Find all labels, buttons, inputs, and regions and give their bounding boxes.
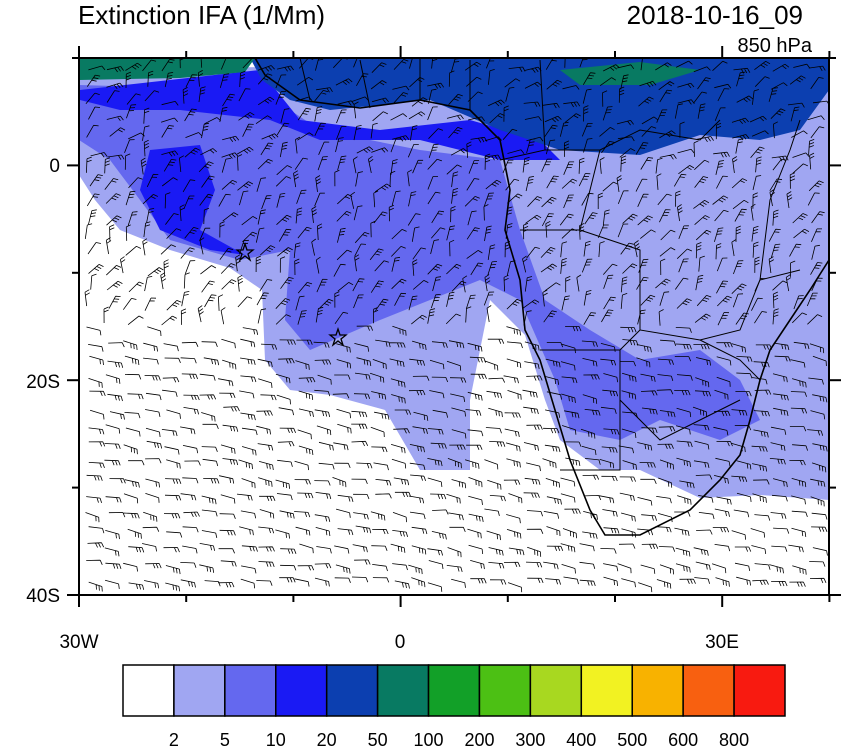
coastline	[254, 58, 829, 536]
colorbar-label: 500	[617, 730, 647, 750]
colorbar-swatch	[529, 664, 583, 717]
colorbar-label: 10	[266, 730, 286, 750]
colorbar-label: 50	[368, 730, 388, 750]
colorbar-label: 600	[668, 730, 698, 750]
date: 2018-10-16_09	[627, 0, 803, 30]
map-frame	[78, 57, 830, 596]
site-marker	[235, 241, 348, 347]
colorbar-label: 20	[317, 730, 337, 750]
colorbar-label: 800	[719, 730, 749, 750]
y-tick-label: 0	[49, 156, 60, 177]
colorbar-swatch	[682, 664, 735, 717]
colorbar-label: 300	[515, 730, 545, 750]
axis-labels: 30W 0 30E 0 20S 40S	[26, 156, 739, 653]
y-tick-label: 40S	[26, 586, 60, 607]
extinction-strong	[80, 70, 560, 255]
x-tick-label: 30E	[705, 632, 739, 653]
colorbar-swatch	[224, 664, 277, 717]
colorbar-label: 100	[414, 730, 444, 750]
wind-barbs	[84, 58, 829, 593]
x-tick-label: 30W	[59, 632, 98, 653]
colorbar-swatch	[325, 664, 379, 717]
extinction-green	[79, 58, 700, 85]
colorbar-swatch	[631, 664, 684, 717]
colorbar-swatch	[478, 664, 532, 717]
colorbar-label: 5	[220, 730, 230, 750]
borders	[299, 58, 801, 471]
ticks	[67, 46, 841, 607]
colorbar: 2 5 10 20 50 100 200 300 400 500 600 800	[122, 664, 786, 750]
x-tick-label: 0	[395, 632, 406, 653]
colorbar-swatch	[733, 664, 786, 717]
colorbar-swatch	[580, 664, 633, 717]
level: 850 hPa	[737, 35, 812, 57]
colorbar-label: 2	[169, 730, 179, 750]
barb-path	[84, 58, 829, 593]
colorbar-swatch	[122, 664, 175, 717]
colorbar-label: 400	[566, 730, 596, 750]
extinction-dark	[250, 58, 829, 155]
title: Extinction IFA (1/Mm)	[78, 0, 325, 30]
extinction-medium	[79, 85, 760, 440]
y-tick-label: 20S	[26, 372, 60, 393]
map-field	[79, 58, 829, 595]
colorbar-swatch	[376, 664, 430, 717]
colorbar-swatch	[427, 664, 481, 717]
colorbar-label: 200	[464, 730, 494, 750]
colorbar-swatch	[275, 664, 328, 717]
colorbar-swatch	[173, 664, 226, 717]
